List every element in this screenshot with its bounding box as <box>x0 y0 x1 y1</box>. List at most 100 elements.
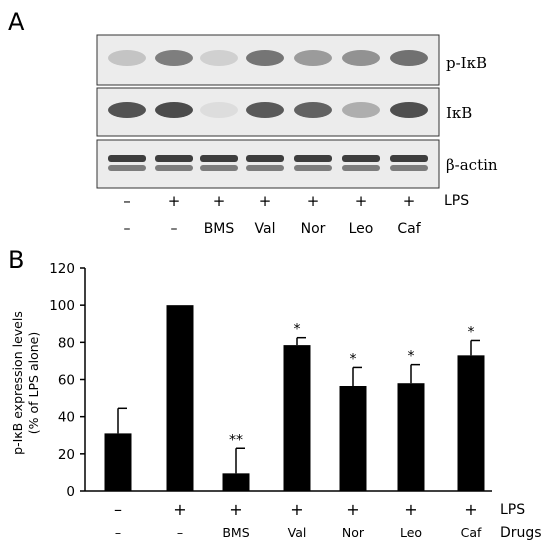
panel-a-drug-label: Nor <box>301 221 326 237</box>
blot-1 <box>96 34 440 86</box>
panel-b-drug-label: – <box>115 525 121 540</box>
blot-band <box>294 50 332 66</box>
blot-band <box>108 155 146 162</box>
blot-band <box>246 165 284 171</box>
blot-band <box>108 102 146 118</box>
panel-a-drug-label: Val <box>255 221 276 237</box>
panel-b-drug-label: Caf <box>461 525 482 540</box>
bars <box>104 305 485 491</box>
blot-label-beta-actin: β-actin <box>446 156 498 174</box>
significance-label: ** <box>229 432 243 448</box>
panel-b-label: B <box>8 246 24 274</box>
y-axis-label-line2: (% of LPS alone) <box>26 332 41 434</box>
panel-b-lps-mark: – <box>114 500 122 519</box>
panel-a-drug-label: – <box>171 221 178 237</box>
western-blots <box>96 34 440 189</box>
blot-band <box>155 50 193 66</box>
blot-band <box>200 155 238 162</box>
blot-band <box>390 165 428 171</box>
panel-a-lps-label: LPS <box>444 193 469 209</box>
panel-a-label: A <box>8 8 25 36</box>
blot-band <box>155 102 193 118</box>
significance-label: * <box>408 349 415 365</box>
blot-band <box>200 50 238 66</box>
blot-band <box>342 155 380 162</box>
significance-label: * <box>468 324 475 340</box>
blot-band <box>342 50 380 66</box>
panel-a-lps-mark: + <box>355 192 368 210</box>
y-axis-ticks: 0 20 40 60 80 100 120 <box>49 261 85 500</box>
blot-band <box>342 165 380 171</box>
blot-band <box>108 50 146 66</box>
panel-b-drug-label: BMS <box>222 525 249 540</box>
panel-a-drug-row: – – BMS Val Nor Leo Caf <box>124 221 422 237</box>
bar <box>222 473 250 491</box>
panel-b-lps-row: – + + + + + + <box>114 500 478 519</box>
bar <box>339 386 367 491</box>
blot-frame <box>96 139 440 189</box>
panel-b-drug-label: – <box>177 525 183 540</box>
y-tick-label: 60 <box>58 373 75 389</box>
blot-3 <box>96 139 440 189</box>
significance-label: * <box>294 322 301 338</box>
panel-b-lps-mark: + <box>404 500 417 519</box>
blot-band <box>108 165 146 171</box>
bar <box>104 433 132 491</box>
panel-b-lps-mark: + <box>173 500 186 519</box>
blot-band <box>246 50 284 66</box>
panel-b-drugs-label: Drugs <box>500 525 542 541</box>
panel-b-lps-mark: + <box>229 500 242 519</box>
blot-band <box>342 102 380 118</box>
blot-band <box>246 155 284 162</box>
panel-b-lps-mark: + <box>290 500 303 519</box>
blot-band <box>294 165 332 171</box>
blot-band <box>294 155 332 162</box>
panel-b-drug-label: Nor <box>342 525 365 540</box>
blot-band <box>155 165 193 171</box>
panel-a-lps-mark: + <box>259 192 272 210</box>
y-tick-label: 120 <box>49 261 75 277</box>
blot-band <box>200 102 238 118</box>
panel-a-drug-label: – <box>124 221 131 237</box>
panel-b-lps-mark: + <box>346 500 359 519</box>
panel-b-lps-mark: + <box>464 500 477 519</box>
blot-label-p-ikb: p-IκB <box>446 54 487 72</box>
bar <box>166 305 194 491</box>
panel-b-drug-row: – – BMS Val Nor Leo Caf <box>115 525 482 540</box>
blot-band <box>390 50 428 66</box>
panel-a-lps-mark: – <box>123 192 131 210</box>
blot-band <box>390 102 428 118</box>
blot-2 <box>96 87 440 137</box>
y-tick-label: 80 <box>58 335 75 351</box>
panel-a-lps-mark: + <box>168 192 181 210</box>
blot-label-ikb: IκB <box>446 104 472 122</box>
panel-a-lps-row: – + + + + + + <box>123 192 415 210</box>
blot-band <box>390 155 428 162</box>
blot-band <box>294 102 332 118</box>
panel-a-lps-mark: + <box>307 192 320 210</box>
blot-band <box>155 155 193 162</box>
significance-label: * <box>350 351 357 367</box>
panel-a-lps-mark: + <box>403 192 416 210</box>
panel-a-drug-label: Caf <box>397 221 421 237</box>
blot-band <box>200 165 238 171</box>
bar <box>457 355 485 491</box>
panel-a-lps-mark: + <box>213 192 226 210</box>
y-axis-label: p-IκB expression levels (% of LPS alone) <box>10 311 41 455</box>
bar <box>397 383 425 491</box>
significance-marks: **** ** <box>229 322 475 449</box>
blot-band <box>246 102 284 118</box>
y-axis-label-line1: p-IκB expression levels <box>10 311 25 455</box>
panel-a-drug-label: BMS <box>204 221 235 237</box>
y-tick-label: 20 <box>58 447 75 463</box>
bar <box>283 345 311 491</box>
panel-b-drug-label: Val <box>288 525 307 540</box>
y-tick-label: 40 <box>58 410 75 426</box>
y-tick-label: 100 <box>49 298 75 314</box>
error-bars <box>117 336 480 474</box>
panel-a-drug-label: Leo <box>349 221 374 237</box>
panel-b-drug-label: Leo <box>400 525 422 540</box>
panel-b-lps-label: LPS <box>500 502 525 518</box>
